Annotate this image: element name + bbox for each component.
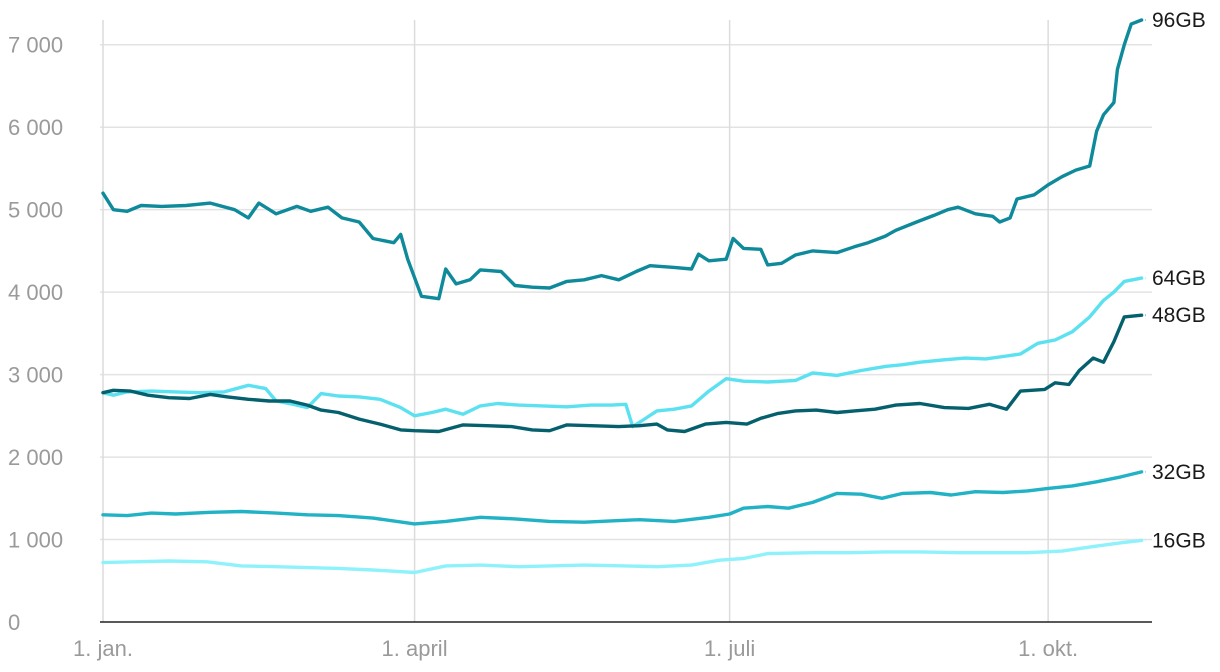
axes: 0 1 000 2 000 3 000 4 000 5 000 6 000 7 000 1. j… xyxy=(8,33,1152,661)
x-tick-label: 1. juli xyxy=(704,636,755,661)
x-tick-label: 1. okt. xyxy=(1018,636,1078,661)
series-line-48gb xyxy=(101,313,1144,434)
y-tick-label: 2 000 xyxy=(8,445,63,470)
series-line-16gb xyxy=(101,538,1144,575)
series-label-16gb: 16GB xyxy=(1152,529,1206,552)
x-tick-label: 1. jan. xyxy=(73,636,133,661)
y-tick-label: 4 000 xyxy=(8,280,63,305)
y-tick-label: 7 000 xyxy=(8,33,63,58)
y-tick-label: 3 000 xyxy=(8,363,63,388)
series-line-96gb xyxy=(101,18,1144,301)
series-label-48gb: 48GB xyxy=(1152,304,1206,327)
series-labels: 96GB 64GB 48GB 32GB 16GB xyxy=(1145,9,1206,552)
x-tick-label: 1. april xyxy=(382,636,448,661)
y-tick-label: 1 000 xyxy=(8,528,63,553)
y-tick-label: 5 000 xyxy=(8,198,63,223)
series-label-64gb: 64GB xyxy=(1152,267,1206,290)
y-tick-label: 0 xyxy=(8,610,20,635)
series-label-32gb: 32GB xyxy=(1152,461,1206,484)
series-label-96gb: 96GB xyxy=(1152,9,1206,32)
grid xyxy=(100,20,1152,622)
series-line-32gb xyxy=(101,470,1144,526)
series-lines xyxy=(101,18,1144,575)
y-tick-label: 6 000 xyxy=(8,115,63,140)
